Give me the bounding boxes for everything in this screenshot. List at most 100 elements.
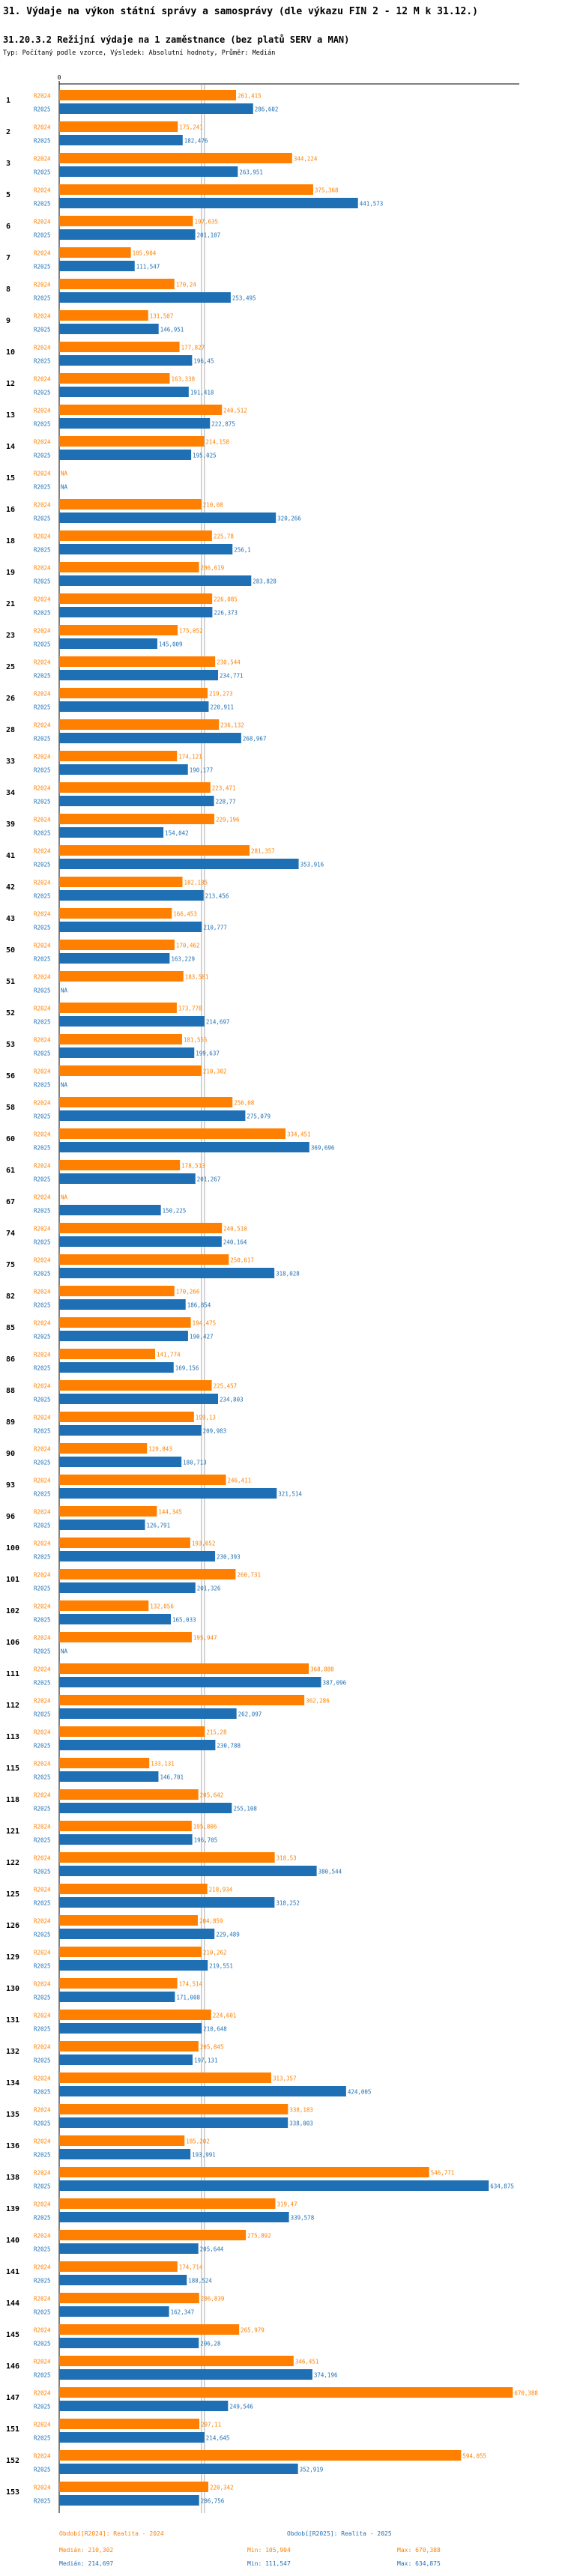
value-label-r2024: 132,056	[150, 1603, 174, 1610]
group-label: 135	[6, 2111, 19, 2119]
group-label: 118	[6, 1796, 19, 1804]
bar-r2025	[59, 796, 214, 806]
value-label-r2025: NA	[61, 484, 68, 491]
value-label-r2025: 214,697	[206, 1019, 230, 1026]
group-label: 85	[6, 1324, 15, 1332]
bar-r2024	[59, 1160, 181, 1170]
value-label-r2024: 175,241	[179, 124, 203, 131]
bar-r2024	[59, 940, 175, 950]
series-label-r2025: R2025	[34, 1176, 51, 1183]
series-label-r2024: R2024	[34, 911, 51, 918]
series-label-r2024: R2024	[34, 313, 51, 320]
bar-r2024	[59, 1726, 205, 1737]
bar-r2025	[59, 2086, 346, 2096]
group-label: 89	[6, 1418, 15, 1427]
value-label-r2024: 362,286	[306, 1698, 330, 1705]
bar-r2024	[59, 2419, 200, 2429]
group-label: 152	[6, 2457, 19, 2465]
group-label: 34	[6, 789, 15, 797]
value-label-r2025: 240,164	[223, 1239, 247, 1246]
series-label-r2025: R2025	[34, 1302, 51, 1309]
value-label-r2025: 188,524	[188, 2278, 212, 2285]
value-label-r2024: 338,183	[289, 2107, 313, 2114]
series-label-r2024: R2024	[34, 1478, 51, 1484]
series-label-r2024: R2024	[34, 1950, 51, 1956]
median-r2025: Medián: 214,697	[59, 2560, 113, 2567]
bar-r2025	[59, 2495, 199, 2506]
series-label-r2025: R2025	[34, 1806, 51, 1812]
value-label-r2025: 318,252	[276, 1900, 300, 1907]
series-label-r2025: R2025	[34, 421, 51, 428]
value-label-r2024: 183,581	[185, 974, 209, 981]
value-label-r2025: 380,544	[318, 1869, 342, 1875]
series-label-r2024: R2024	[34, 1666, 51, 1673]
value-label-r2024: 256,08	[234, 1100, 255, 1107]
series-label-r2025: R2025	[34, 2183, 51, 2190]
value-label-r2025: 234,771	[220, 673, 244, 680]
group-label: 126	[6, 1922, 19, 1930]
value-label-r2025: 441,573	[360, 201, 384, 208]
min-r2024: Min: 105,904	[247, 2547, 291, 2554]
bar-r2024	[59, 814, 214, 824]
value-label-r2025: 210,648	[203, 2026, 227, 2033]
bar-r2024	[59, 2293, 199, 2303]
group-label: 115	[6, 1765, 19, 1773]
group-label: 26	[6, 695, 15, 703]
legend-r2024: Období[R2024]: Realita - 2024	[59, 2530, 164, 2537]
bar-r2024	[59, 1097, 233, 1107]
series-label-r2024: R2024	[34, 1320, 51, 1327]
bar-r2024	[59, 121, 178, 132]
series-label-r2025: R2025	[34, 453, 51, 459]
bar-r2025	[59, 513, 277, 523]
value-label-r2024: 194,475	[193, 1320, 217, 1327]
value-label-r2024: 170,24	[176, 282, 197, 288]
series-label-r2024: R2024	[34, 1131, 51, 1138]
value-label-r2025: 230,788	[217, 1743, 241, 1750]
bar-r2025	[59, 1960, 208, 1971]
bar-r2024	[59, 2230, 247, 2240]
value-label-r2024: 193,652	[192, 1541, 216, 1547]
group-label: 147	[6, 2394, 19, 2402]
bar-r2025	[59, 1551, 216, 1561]
series-label-r2024: R2024	[34, 2296, 51, 2303]
series-label-r2024: R2024	[34, 1037, 51, 1044]
series-label-r2025: R2025	[34, 1711, 51, 1718]
value-label-r2025: NA	[61, 1648, 68, 1655]
series-label-r2025: R2025	[34, 641, 51, 648]
series-label-r2025: R2025	[34, 201, 51, 208]
value-label-r2024: 225,78	[214, 533, 235, 540]
value-label-r2024: 144,345	[158, 1509, 182, 1516]
series-label-r2024: R2024	[34, 1226, 51, 1233]
group-label: 136	[6, 2142, 19, 2150]
value-label-r2024: 240,512	[223, 408, 247, 414]
series-label-r2025: R2025	[34, 2246, 51, 2253]
bar-r2025	[59, 1173, 196, 1184]
value-label-r2025: 191,418	[190, 390, 214, 396]
chart-info: Typ: Počítaný podle vzorce, Výsledek: Ab…	[3, 49, 276, 57]
series-label-r2025: R2025	[34, 2404, 51, 2410]
series-label-r2025: R2025	[34, 2341, 51, 2347]
value-label-r2024: 129,843	[148, 1446, 172, 1453]
bar-r2025	[59, 701, 209, 712]
series-label-r2025: R2025	[34, 2278, 51, 2285]
value-label-r2025: 195,025	[193, 453, 217, 459]
value-label-r2025: 214,645	[206, 2435, 230, 2442]
bar-r2024	[59, 1475, 226, 1485]
value-label-r2024: 207,11	[201, 2422, 221, 2428]
value-label-r2024: 334,451	[287, 1131, 311, 1138]
value-label-r2025: 206,28	[200, 2341, 221, 2347]
bar-r2025	[59, 1866, 317, 1876]
bar-r2024	[59, 2450, 462, 2461]
series-label-r2025: R2025	[34, 1428, 51, 1435]
value-label-r2025: 226,373	[214, 610, 238, 617]
group-label: 58	[6, 1104, 15, 1112]
series-label-r2024: R2024	[34, 1855, 51, 1862]
series-label-r2025: R2025	[34, 515, 51, 522]
bar-r2024	[59, 1223, 223, 1233]
bar-r2024	[59, 2072, 271, 2083]
value-label-r2025: 193,991	[192, 2152, 216, 2159]
series-label-r2024: R2024	[34, 502, 51, 509]
bar-r2025	[59, 922, 202, 932]
series-label-r2024: R2024	[34, 1572, 51, 1579]
